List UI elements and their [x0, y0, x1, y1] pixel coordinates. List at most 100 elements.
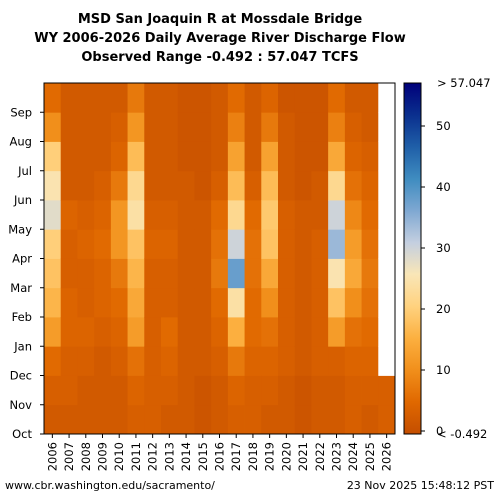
heatmap-cell	[110, 258, 128, 289]
heatmap-cell	[361, 375, 379, 406]
heatmap-cell	[211, 170, 229, 201]
heatmap-cell	[110, 317, 128, 347]
heatmap-cell	[378, 287, 396, 318]
heatmap-cell	[127, 200, 145, 230]
heatmap-cell	[344, 112, 362, 142]
heatmap-cell	[127, 141, 145, 172]
heatmap-cell	[227, 346, 245, 376]
heatmap-cell	[94, 229, 112, 259]
heatmap-cell	[60, 317, 78, 347]
heatmap-cells	[44, 83, 396, 435]
x-tick-label: 2023	[330, 442, 344, 471]
heatmap-cell	[144, 346, 162, 376]
heatmap-cell	[60, 346, 78, 376]
heatmap-cell	[361, 200, 379, 230]
heatmap-cell	[94, 346, 112, 376]
heatmap-cell	[311, 404, 329, 435]
heatmap-cell	[328, 141, 346, 172]
heatmap-cell	[211, 83, 229, 113]
heatmap-cell	[144, 170, 162, 201]
heatmap-cell	[227, 170, 245, 201]
y-tick-label: Oct	[12, 427, 32, 441]
heatmap-cell	[94, 258, 112, 289]
heatmap-cell	[311, 317, 329, 347]
heatmap-cell	[177, 112, 195, 142]
x-tick-label: 2022	[313, 442, 327, 471]
heatmap-cell	[294, 375, 312, 406]
heatmap-cell	[194, 141, 212, 172]
x-tick-label: 2008	[79, 442, 93, 471]
x-axis: 2006 2007 2008 2009 2010 2011 2012 2013 2014 2015…	[45, 434, 394, 471]
heatmap-cell	[361, 258, 379, 289]
heatmap-cell	[328, 375, 346, 406]
heatmap-cell	[127, 346, 145, 376]
heatmap-cell	[244, 287, 262, 318]
chart-subtitle: WY 2006-2026 Daily Average River Dischar…	[34, 31, 406, 46]
x-tick-label: 2021	[296, 442, 310, 471]
heatmap-cell	[161, 404, 179, 435]
heatmap-cell	[94, 404, 112, 435]
heatmap-cell	[94, 317, 112, 347]
heatmap-cell	[244, 141, 262, 172]
heatmap-cell	[60, 229, 78, 259]
heatmap-cell	[344, 317, 362, 347]
heatmap-cell	[177, 83, 195, 113]
heatmap-cell	[144, 229, 162, 259]
heatmap-cell	[378, 83, 396, 113]
heatmap-cell	[44, 404, 62, 435]
source-url[interactable]: www.cbr.washington.edu/sacramento/	[5, 479, 215, 492]
heatmap-cell	[244, 200, 262, 230]
heatmap-cell	[261, 346, 279, 376]
heatmap-cell	[361, 317, 379, 347]
heatmap-cell	[194, 112, 212, 142]
heatmap-cell	[344, 229, 362, 259]
heatmap-cell	[311, 287, 329, 318]
heatmap-cell	[44, 141, 62, 172]
heatmap-cell	[44, 200, 62, 230]
heatmap-cell	[344, 404, 362, 435]
heatmap-cell	[44, 170, 62, 201]
heatmap-cell	[44, 287, 62, 318]
heatmap-cell	[110, 200, 128, 230]
heatmap-cell	[261, 83, 279, 113]
heatmap-cell	[211, 229, 229, 259]
colorbar-gradient	[403, 82, 422, 435]
heatmap-cell	[110, 287, 128, 318]
heatmap-cell	[194, 229, 212, 259]
heatmap-cell	[328, 258, 346, 289]
heatmap-cell	[110, 83, 128, 113]
y-tick-label: Feb	[12, 310, 32, 324]
heatmap-cell	[177, 404, 195, 435]
heatmap-cell	[94, 287, 112, 318]
x-tick-label: 2015	[196, 442, 210, 471]
heatmap-cell	[211, 287, 229, 318]
heatmap-cell	[361, 112, 379, 142]
chart-range-label: Observed Range -0.492 : 57.047 TCFS	[81, 50, 359, 65]
x-tick-label: 2025	[363, 442, 377, 471]
heatmap-cell	[144, 258, 162, 289]
heatmap-cell	[161, 112, 179, 142]
heatmap-cell	[227, 229, 245, 259]
heatmap-cell	[60, 287, 78, 318]
heatmap-cell	[194, 404, 212, 435]
heatmap-cell	[211, 141, 229, 172]
colorbar: 0 10 20 30 40 50 > 57.047 < -0.492	[403, 76, 491, 441]
heatmap-cell	[211, 404, 229, 435]
heatmap-cell	[244, 112, 262, 142]
y-tick-label: Mar	[10, 281, 32, 295]
x-tick-label: 2020	[279, 442, 293, 471]
colorbar-tick-label: 50	[436, 119, 451, 133]
x-tick-label: 2013	[162, 442, 176, 471]
heatmap-cell	[294, 346, 312, 376]
heatmap-cell	[127, 112, 145, 142]
heatmap-cell	[127, 229, 145, 259]
heatmap-cell	[161, 229, 179, 259]
heatmap-cell	[60, 112, 78, 142]
heatmap-cell	[261, 229, 279, 259]
heatmap-cell	[44, 83, 62, 113]
heatmap-cell	[328, 287, 346, 318]
heatmap-cell	[294, 141, 312, 172]
heatmap-cell	[311, 346, 329, 376]
heatmap-cell	[344, 375, 362, 406]
y-tick-label: Jan	[13, 339, 32, 353]
